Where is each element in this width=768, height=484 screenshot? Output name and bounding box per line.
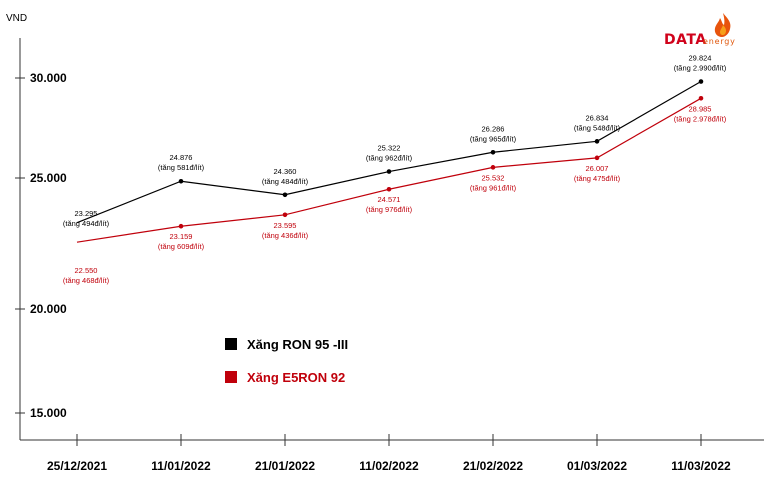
data-point bbox=[282, 192, 288, 198]
legend-label: Xăng RON 95 -III bbox=[247, 337, 349, 352]
flame-icon bbox=[714, 13, 731, 37]
data-point bbox=[178, 178, 184, 184]
data-point bbox=[178, 223, 184, 229]
x-tick-label: 25/12/2021 bbox=[47, 459, 107, 473]
legend-swatch bbox=[225, 371, 237, 383]
data-change-label: (tăng 484đ/lít) bbox=[262, 177, 309, 186]
y-axis-label: VND bbox=[6, 13, 27, 24]
x-tick-label: 11/03/2022 bbox=[671, 459, 731, 473]
data-change-label: (tăng 548đ/lít) bbox=[574, 123, 621, 132]
data-label: 24.571 bbox=[378, 195, 401, 204]
data-label: 25.532 bbox=[482, 173, 505, 182]
data-change-label: (tăng 475đ/lít) bbox=[574, 174, 621, 183]
data-point bbox=[490, 149, 496, 155]
data-label: 22.550 bbox=[75, 266, 98, 275]
data-change-label: (tăng 976đ/lít) bbox=[366, 205, 413, 214]
data-point bbox=[386, 169, 392, 174]
data-point bbox=[594, 139, 600, 144]
y-tick-label: 15.000 bbox=[30, 406, 67, 420]
x-tick-label: 11/01/2022 bbox=[151, 459, 211, 473]
data-change-label: (tăng 436đ/lít) bbox=[262, 231, 309, 240]
data-point bbox=[282, 212, 288, 218]
data-label: 24.360 bbox=[274, 167, 297, 176]
data-label: 23.295 bbox=[75, 209, 98, 218]
logo-sub-text: energy bbox=[703, 37, 736, 46]
y-tick-label: 20.000 bbox=[30, 302, 67, 316]
data-change-label: (tăng 2.990đ/lít) bbox=[674, 64, 727, 73]
data-point bbox=[490, 165, 496, 170]
data-change-label: (tăng 965đ/lít) bbox=[470, 134, 517, 143]
data-change-label: (tăng 494đ/lít) bbox=[63, 219, 110, 228]
legend-swatch bbox=[225, 338, 237, 350]
data-label: 25.322 bbox=[378, 144, 401, 153]
data-label: 29.824 bbox=[689, 54, 712, 63]
x-tick-label: 21/02/2022 bbox=[463, 459, 523, 473]
data-change-label: (tăng 581đ/lít) bbox=[158, 163, 205, 172]
x-tick-label: 11/02/2022 bbox=[359, 459, 419, 473]
data-point bbox=[594, 155, 600, 161]
data-point bbox=[698, 79, 704, 84]
data-label: 23.159 bbox=[170, 232, 193, 241]
data-label: 26.834 bbox=[586, 113, 609, 122]
data-change-label: (tăng 2.978đ/lít) bbox=[674, 114, 727, 123]
data-change-label: (tăng 961đ/lít) bbox=[470, 183, 517, 192]
data-point bbox=[386, 186, 392, 192]
y-tick-label: 30.000 bbox=[30, 71, 67, 85]
y-tick-label: 25.000 bbox=[30, 171, 67, 185]
legend-item-e5ron92: Xăng E5RON 92 bbox=[225, 370, 345, 385]
x-tick-label: 01/03/2022 bbox=[567, 459, 627, 473]
legend-item-ron95: Xăng RON 95 -III bbox=[225, 337, 348, 352]
logo-main-text: DATA bbox=[664, 32, 707, 48]
data-label: 26.007 bbox=[586, 164, 609, 173]
data-change-label: (tăng 468đ/lít) bbox=[63, 276, 110, 285]
data-energy-logo: DATA energy bbox=[664, 12, 760, 52]
data-label: 23.595 bbox=[274, 221, 297, 230]
data-label: 24.876 bbox=[170, 153, 193, 162]
data-point bbox=[698, 96, 704, 101]
data-change-label: (tăng 609đ/lít) bbox=[158, 242, 205, 251]
x-tick-label: 21/01/2022 bbox=[255, 459, 315, 473]
legend-label: Xăng E5RON 92 bbox=[247, 370, 346, 385]
data-change-label: (tăng 962đ/lít) bbox=[366, 154, 413, 163]
data-label: 26.286 bbox=[482, 124, 505, 133]
data-label: 28.985 bbox=[689, 104, 712, 113]
